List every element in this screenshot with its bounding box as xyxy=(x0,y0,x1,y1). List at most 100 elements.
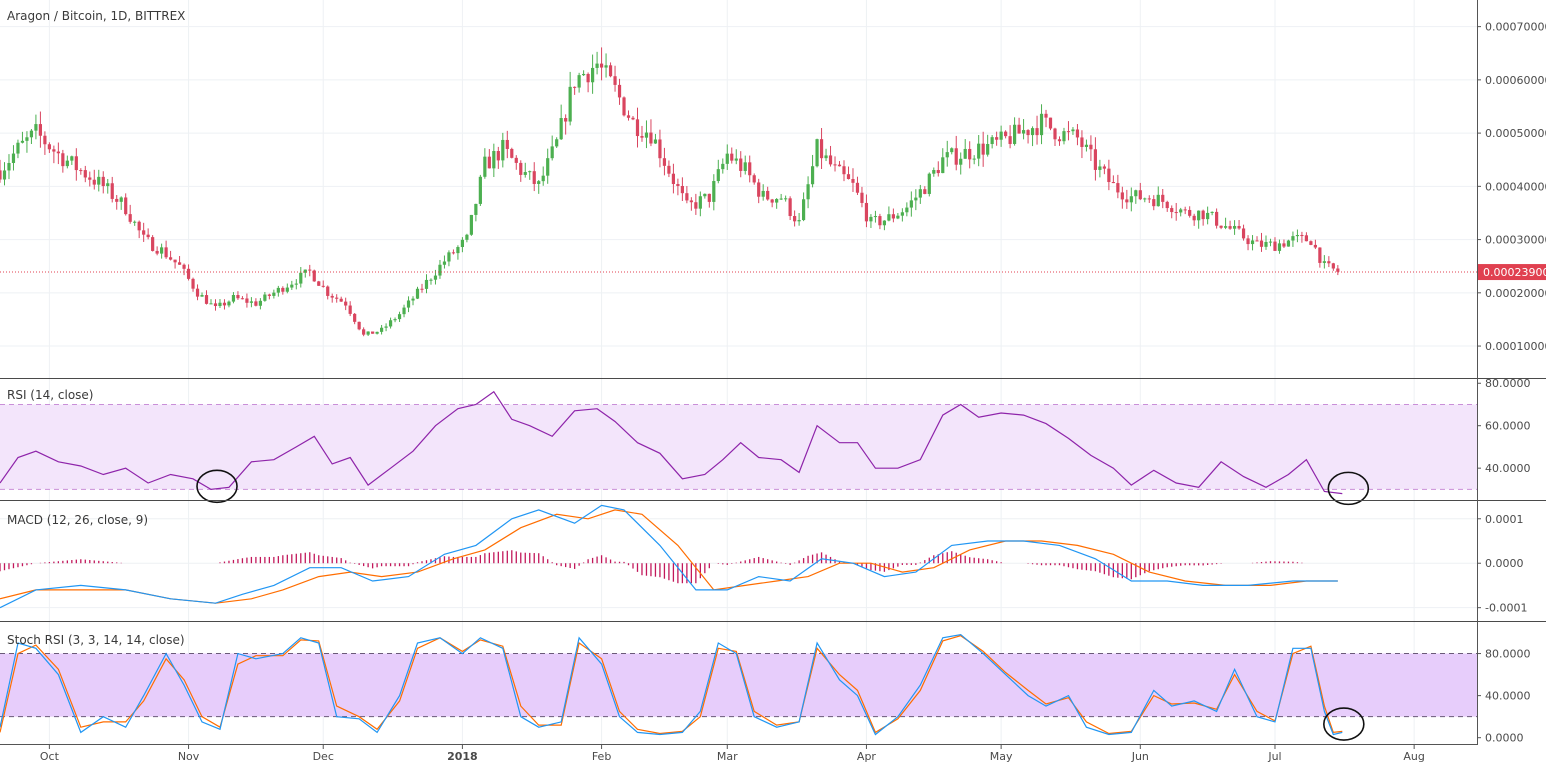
candle-body xyxy=(676,184,680,187)
candle-body xyxy=(236,295,240,299)
candle-body xyxy=(712,181,716,202)
candle-body xyxy=(963,148,967,159)
candle-body xyxy=(1004,131,1008,137)
candle-body xyxy=(92,179,96,185)
candle-body xyxy=(941,157,945,174)
candle-body xyxy=(366,331,370,335)
candle-body xyxy=(276,287,280,293)
candle-body xyxy=(317,281,321,286)
candle-body xyxy=(788,198,792,217)
candle-body xyxy=(249,301,254,303)
candle-body xyxy=(1331,263,1335,269)
candle-body xyxy=(972,158,976,160)
candle-body xyxy=(451,252,456,254)
candle-body xyxy=(151,237,155,251)
candle-body xyxy=(168,257,173,260)
candle-body xyxy=(653,139,658,144)
candle-body xyxy=(582,73,586,76)
candle-body xyxy=(613,76,617,85)
price-title: Aragon / Bitcoin, 1D, BITTREX xyxy=(7,9,185,23)
candle-body xyxy=(721,163,725,170)
annotation-circle xyxy=(1327,471,1370,506)
candle-body xyxy=(344,301,348,306)
candle-body xyxy=(519,162,523,175)
candle-body xyxy=(245,298,249,303)
candle-body xyxy=(559,118,563,140)
stochrsi-k-line xyxy=(0,633,1343,736)
candle-body xyxy=(909,200,913,208)
candle-body xyxy=(1012,124,1017,144)
price-ytick-label: 0.00020000 xyxy=(1485,287,1546,300)
candle-body xyxy=(936,170,940,174)
candle-body xyxy=(456,247,460,254)
candle-body xyxy=(487,156,491,169)
candle-body xyxy=(1246,238,1250,245)
stochrsi-band xyxy=(0,653,1477,717)
candle-body xyxy=(1152,199,1156,207)
candle-body xyxy=(810,166,815,185)
candle-body xyxy=(626,115,631,118)
candle-body xyxy=(1080,137,1084,147)
candle-body xyxy=(101,176,105,187)
candle-body xyxy=(124,197,128,215)
candle-body xyxy=(1026,130,1030,136)
candle-body xyxy=(1273,241,1277,251)
candle-body xyxy=(11,153,16,163)
candle-body xyxy=(860,192,864,203)
candle-body xyxy=(1071,129,1075,132)
candle-body xyxy=(819,139,824,159)
candle-body xyxy=(1219,225,1223,228)
candle-body xyxy=(564,118,568,122)
candle-body xyxy=(739,158,743,171)
candle-body xyxy=(1075,129,1080,138)
candle-body xyxy=(47,144,51,150)
candle-body xyxy=(537,181,541,184)
candle-body xyxy=(70,156,74,161)
candle-body xyxy=(775,198,779,203)
candle-body xyxy=(649,132,653,144)
candle-body xyxy=(7,162,11,171)
candle-body xyxy=(1268,241,1273,243)
xtick-label: Feb xyxy=(592,750,611,763)
candle-body xyxy=(1210,211,1214,213)
candle-body xyxy=(1021,130,1026,134)
candle-body xyxy=(1259,240,1264,247)
candle-body xyxy=(1313,244,1317,248)
macd-signal-line xyxy=(0,509,1338,604)
candle-body xyxy=(465,234,469,240)
candle-body xyxy=(258,300,262,306)
candle-body xyxy=(806,184,810,200)
candle-body xyxy=(568,86,572,122)
candle-body xyxy=(797,220,801,222)
candle-body xyxy=(285,287,289,292)
candle-body xyxy=(1116,183,1120,193)
candle-body xyxy=(406,300,411,308)
candle-body xyxy=(16,142,20,154)
candle-body xyxy=(326,286,330,296)
candle-body xyxy=(725,153,729,164)
candle-body xyxy=(608,65,613,77)
candle-body xyxy=(303,269,307,273)
candle-body xyxy=(923,189,927,194)
candle-body xyxy=(617,84,622,98)
candle-body xyxy=(918,189,922,198)
candle-body xyxy=(128,214,132,222)
candle-body xyxy=(88,177,92,180)
candle-body xyxy=(986,144,990,155)
candle-body xyxy=(905,207,909,213)
candle-body xyxy=(662,158,667,166)
candle-body xyxy=(1062,131,1066,142)
candle-body xyxy=(379,327,384,332)
candle-body xyxy=(864,202,869,222)
xtick-label: Aug xyxy=(1403,750,1424,763)
candle-body xyxy=(779,198,783,200)
candle-body xyxy=(164,247,168,258)
candle-body xyxy=(685,193,689,201)
candle-body xyxy=(1304,235,1309,242)
candle-body xyxy=(160,247,164,254)
candle-body xyxy=(586,73,590,83)
candle-body xyxy=(882,220,887,226)
candle-body xyxy=(828,155,833,165)
candle-body xyxy=(429,279,433,281)
